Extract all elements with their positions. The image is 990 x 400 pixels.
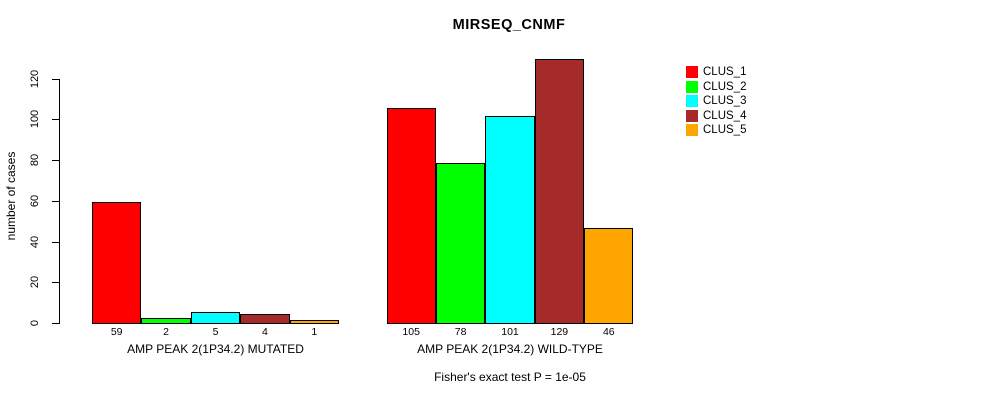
bar <box>92 202 142 324</box>
bar <box>534 59 585 324</box>
legend-swatch <box>686 81 698 93</box>
bar <box>289 320 339 324</box>
y-tick-label: 0 <box>29 319 41 327</box>
legend-label: CLUS_4 <box>703 110 747 122</box>
bar-value-label: 46 <box>602 326 615 338</box>
bar-value-label: 4 <box>261 326 268 338</box>
y-tick <box>52 79 60 80</box>
y-tick <box>52 242 60 243</box>
y-tick-label: 20 <box>29 276 41 289</box>
y-tick-label: 120 <box>29 69 41 88</box>
legend-swatch <box>686 124 698 136</box>
bar <box>141 318 191 324</box>
chart-title: MIRSEQ_CNMF <box>452 17 566 33</box>
bar-value-label: 5 <box>212 326 219 338</box>
bar <box>435 163 486 324</box>
x-group-label: AMP PEAK 2(1P34.2) MUTATED <box>127 342 304 356</box>
y-tick <box>52 160 60 161</box>
x-group-label: AMP PEAK 2(1P34.2) WILD-TYPE <box>417 342 603 356</box>
legend-label: CLUS_2 <box>703 81 747 93</box>
bar-value-label: 101 <box>501 326 519 338</box>
legend-swatch <box>686 110 698 122</box>
bar-value-label: 78 <box>454 326 467 338</box>
bar-value-label: 2 <box>163 326 170 338</box>
legend-swatch <box>686 95 698 107</box>
legend-label: CLUS_5 <box>703 124 747 136</box>
y-axis-label: number of cases <box>4 151 18 241</box>
bar-value-label: 105 <box>402 326 420 338</box>
legend-label: CLUS_1 <box>703 66 747 78</box>
bar-value-label: 129 <box>550 326 569 338</box>
bar <box>584 228 634 324</box>
bar-value-label: 59 <box>110 326 123 338</box>
y-tick-label: 80 <box>29 153 41 167</box>
legend-label: CLUS_3 <box>703 95 747 107</box>
y-tick <box>52 119 60 120</box>
legend-swatch <box>686 66 698 78</box>
y-tick-label: 100 <box>29 110 41 129</box>
bar-value-label: 1 <box>311 326 318 338</box>
y-tick <box>52 201 60 202</box>
bar <box>485 116 535 324</box>
bar <box>240 314 290 324</box>
y-tick-label: 60 <box>29 194 41 207</box>
y-tick <box>52 282 60 283</box>
y-tick-label: 40 <box>29 235 41 248</box>
bar <box>190 312 241 324</box>
footnote: Fisher's exact test P = 1e-05 <box>434 370 586 384</box>
y-tick <box>52 323 60 324</box>
bar <box>386 108 436 324</box>
